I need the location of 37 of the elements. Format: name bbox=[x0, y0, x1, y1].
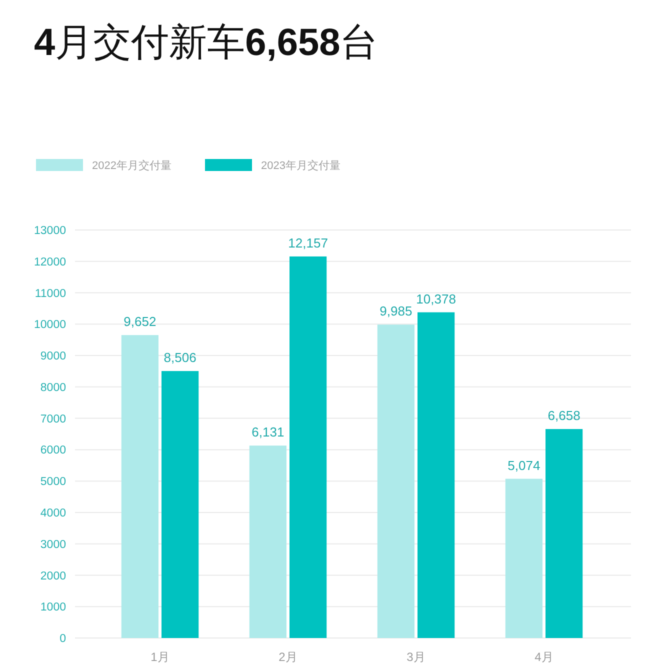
data-label: 9,652 bbox=[124, 314, 156, 330]
x-tick-label: 2月 bbox=[278, 650, 298, 664]
bar bbox=[546, 429, 583, 638]
y-tick-label: 5000 bbox=[40, 476, 66, 488]
bar bbox=[290, 256, 327, 638]
y-tick-label: 11000 bbox=[34, 288, 66, 300]
data-label: 8,506 bbox=[164, 350, 196, 366]
y-tick-label: 0 bbox=[60, 633, 66, 646]
data-label: 12,157 bbox=[288, 235, 328, 250]
bar bbox=[418, 312, 455, 638]
bar bbox=[505, 478, 542, 638]
data-label: 6,658 bbox=[548, 408, 580, 424]
y-tick-label: 8000 bbox=[40, 382, 66, 394]
y-tick-label: 4000 bbox=[40, 507, 66, 520]
data-label: 9,985 bbox=[380, 304, 412, 319]
bar bbox=[121, 335, 158, 638]
data-label: 5,074 bbox=[508, 458, 540, 473]
data-label: 6,131 bbox=[252, 424, 284, 440]
y-tick-label: 9000 bbox=[40, 350, 66, 363]
y-tick-label: 6000 bbox=[40, 444, 66, 457]
y-tick-label: 2000 bbox=[40, 570, 66, 582]
legend-label: 2022年月交付量 bbox=[92, 159, 172, 172]
x-tick-label: 3月 bbox=[406, 650, 426, 664]
y-tick-label: 3000 bbox=[40, 538, 66, 551]
x-tick-label: 4月 bbox=[534, 650, 554, 664]
bar bbox=[162, 371, 199, 638]
y-tick-label: 12000 bbox=[34, 256, 66, 268]
y-tick-label: 10000 bbox=[34, 319, 66, 332]
bar bbox=[377, 324, 414, 638]
y-tick-label: 7000 bbox=[40, 413, 66, 426]
x-tick-label: 1月 bbox=[150, 650, 170, 664]
chart-title: 4月交付新车6,658台 bbox=[34, 22, 378, 64]
y-tick-label: 13000 bbox=[34, 225, 66, 238]
legend-label: 2023年月交付量 bbox=[261, 159, 340, 172]
bar bbox=[249, 446, 286, 638]
y-tick-label: 1000 bbox=[40, 602, 66, 614]
data-label: 10,378 bbox=[416, 291, 456, 306]
